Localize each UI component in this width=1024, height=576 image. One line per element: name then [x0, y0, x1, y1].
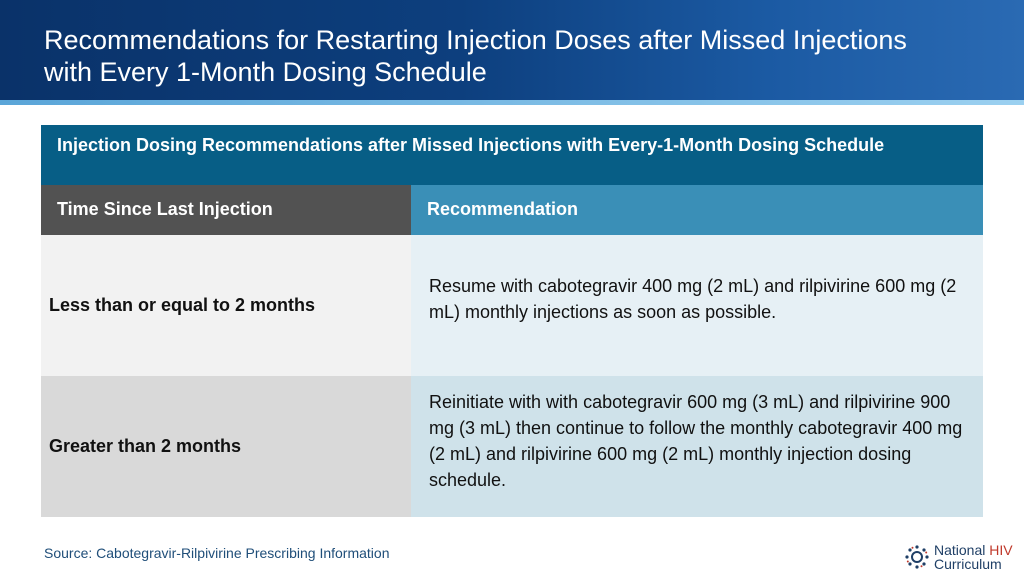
- header-time-since-last-injection: Time Since Last Injection: [41, 185, 411, 235]
- logo-word-curriculum: Curriculum: [934, 556, 1002, 572]
- header-recommendation: Recommendation: [411, 185, 983, 235]
- title-banner: Recommendations for Restarting Injection…: [0, 0, 1024, 100]
- table-row: Greater than 2 months Reinitiate with wi…: [41, 376, 983, 517]
- national-hiv-curriculum-logo: National HIV Curriculum: [904, 542, 1016, 572]
- source-citation: Source: Cabotegravir-Rilpivirine Prescri…: [44, 545, 390, 561]
- table-caption: Injection Dosing Recommendations after M…: [41, 125, 983, 185]
- table-header-row: Time Since Last Injection Recommendation: [41, 185, 983, 235]
- row-recommendation-cell: Resume with cabotegravir 400 mg (2 mL) a…: [411, 235, 983, 376]
- dosing-table: Injection Dosing Recommendations after M…: [41, 125, 983, 517]
- row-recommendation-cell: Reinitiate with with cabotegravir 600 mg…: [411, 376, 983, 517]
- table-row: Less than or equal to 2 months Resume wi…: [41, 235, 983, 376]
- national-hiv-curriculum-logo-icon: [905, 545, 929, 569]
- logo-word-national: National: [934, 542, 986, 558]
- slide-title: Recommendations for Restarting Injection…: [44, 25, 907, 87]
- row-time-cell: Greater than 2 months: [41, 376, 411, 517]
- logo-wordmark: National HIV Curriculum: [934, 543, 1013, 571]
- banner-accent-line: [0, 100, 1024, 105]
- row-time-cell: Less than or equal to 2 months: [41, 235, 411, 376]
- logo-word-hiv: HIV: [989, 542, 1013, 558]
